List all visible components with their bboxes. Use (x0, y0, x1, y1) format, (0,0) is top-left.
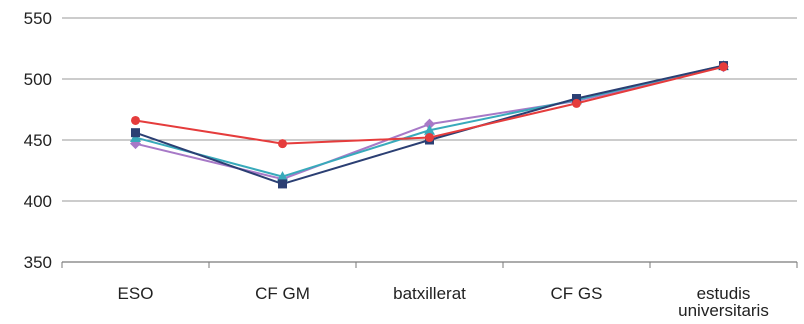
axes (61, 261, 798, 268)
data-point (131, 128, 140, 138)
y-tick-label: 500 (24, 70, 52, 89)
data-point (719, 62, 728, 72)
series-1 (130, 61, 729, 185)
data-point (424, 118, 435, 130)
x-category-label: universitaris (678, 301, 769, 320)
data-point (278, 179, 287, 189)
x-category-label: ESO (118, 284, 154, 303)
x-category-label: batxillerat (393, 284, 466, 303)
x-category-label: estudis (697, 284, 751, 303)
y-tick-label: 400 (24, 192, 52, 211)
y-tick-label: 450 (24, 131, 52, 150)
data-point (277, 171, 288, 182)
y-tick-label: 550 (24, 9, 52, 28)
data-point (425, 133, 434, 143)
y-tick-label: 350 (24, 253, 52, 272)
data-point (572, 94, 581, 104)
series-group (130, 60, 729, 189)
y-axis-ticks: 350 400 450 500 550 (24, 9, 52, 272)
x-category-label: CF GM (255, 284, 310, 303)
x-category-label: CF GS (551, 284, 603, 303)
gridlines (62, 17, 797, 202)
series-4 (131, 62, 728, 149)
data-point (572, 98, 581, 108)
data-point (278, 139, 287, 149)
data-point (424, 124, 435, 135)
x-axis-labels: ESO CF GM batxillerat CF GS estudisuniversit… (118, 284, 769, 320)
data-point (131, 115, 140, 125)
